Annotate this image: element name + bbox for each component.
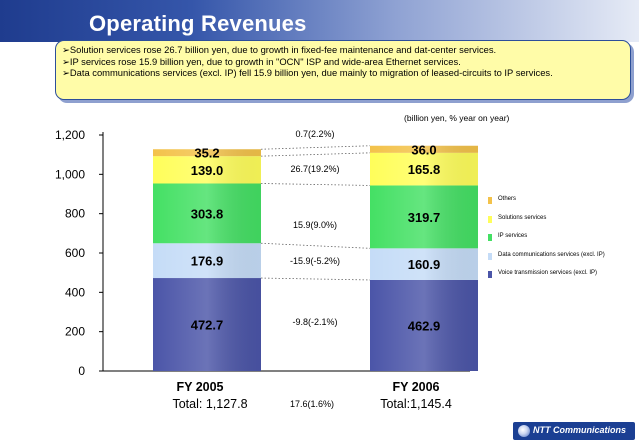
logo-text: NTT Communications [533, 425, 627, 435]
connector-line [260, 242, 371, 249]
header-band [0, 0, 639, 42]
category-label-fy2005: FY 2005 [176, 380, 224, 394]
change-label: -15.9(-5.2%) [290, 256, 340, 266]
chart-legend: Others Solutions services IP services Data … [488, 194, 638, 287]
bar-value-label: 303.8 [191, 206, 224, 221]
y-tick-label: 1,000 [55, 167, 85, 181]
connector-line [260, 145, 371, 150]
note-ip: ➢IP services rose 15.9 billion yen, due … [62, 55, 461, 67]
bar-segment-shade [370, 279, 478, 371]
total-label-fy2005: Total: 1,127.8 [172, 397, 248, 411]
change-label: 15.9(9.0%) [293, 220, 337, 230]
legend-swatch [488, 252, 492, 260]
legend-item: IP services [488, 231, 638, 249]
legend-swatch [488, 215, 492, 223]
change-label: -9.8(-2.1%) [292, 317, 337, 327]
bar-segment-shade [153, 183, 261, 244]
total-label-fy2006: Total:1,145.4 [380, 397, 452, 411]
page-title: Operating Revenues [89, 11, 307, 36]
legend-label: Others [498, 196, 517, 202]
globe-icon [518, 425, 530, 437]
bar-segment-shade [153, 156, 261, 184]
bar-value-label: 160.9 [408, 257, 441, 272]
total-change-label: 17.6(1.6%) [290, 399, 335, 409]
connector-line [260, 277, 371, 281]
legend-label: Voice transmission services (excl. IP) [498, 270, 598, 277]
bar-value-label: 462.9 [408, 318, 441, 333]
bar-segment-shade [153, 278, 261, 371]
bar-segment-shade [370, 248, 478, 280]
y-tick-label: 400 [65, 285, 85, 299]
y-tick-label: 1,200 [55, 128, 85, 142]
legend-item: Voice transmission services (excl. IP) [488, 268, 638, 286]
bar-segment-shade [153, 149, 261, 157]
legend-swatch [488, 234, 492, 242]
bar-value-label: 319.7 [408, 210, 441, 225]
bar-value-label: 139.0 [191, 163, 224, 178]
note-data-comm: ➢Data communications services (excl. IP)… [62, 67, 553, 79]
bar-value-label: 472.7 [191, 318, 224, 333]
y-tick-label: 200 [65, 325, 85, 339]
legend-swatch [488, 197, 492, 204]
bar-segment-shade [153, 243, 261, 279]
y-tick-label: 800 [65, 207, 85, 221]
bar-value-label: 35.2 [194, 146, 219, 161]
company-logo: NTT Communications [513, 422, 635, 440]
note-solution: ➢Solution services rose 26.7 billion yen… [62, 44, 497, 55]
legend-item: Data communications services (excl. IP) [488, 250, 638, 268]
legend-item: Others [488, 194, 638, 212]
legend-label: Data communications services (excl. IP) [498, 251, 605, 258]
connector-line [260, 183, 371, 186]
connector-line [260, 152, 371, 157]
legend-item: Solutions services [488, 213, 638, 231]
bar-value-label: 176.9 [191, 254, 224, 269]
change-label: 26.7(19.2%) [290, 164, 339, 174]
bar-segment-shade [370, 152, 478, 186]
legend-label: Solutions services [498, 214, 547, 221]
summary-callout: ➢Solution services rose 26.7 billion yen… [55, 40, 631, 100]
bar-value-label: 165.8 [408, 162, 441, 177]
bar-segment-shade [370, 145, 478, 153]
unit-note: (billion yen, % year on year) [404, 113, 510, 123]
y-tick-label: 0 [78, 364, 85, 378]
category-label-fy2006: FY 2006 [392, 380, 440, 394]
change-label: 0.7(2.2%) [295, 129, 334, 139]
bar-value-label: 36.0 [411, 142, 436, 157]
bar-segment-shade [370, 185, 478, 249]
y-tick-label: 600 [65, 246, 85, 260]
legend-swatch [488, 271, 492, 279]
legend-label: IP services [498, 233, 528, 240]
